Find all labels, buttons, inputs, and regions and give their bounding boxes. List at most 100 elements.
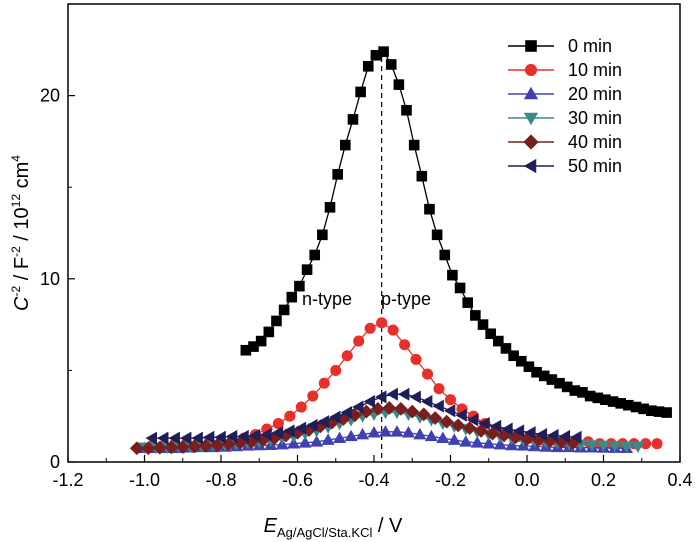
data-point bbox=[310, 435, 324, 447]
data-point bbox=[524, 426, 536, 440]
data-point bbox=[500, 343, 512, 354]
data-point bbox=[344, 429, 358, 442]
data-point bbox=[409, 390, 421, 404]
data-point bbox=[301, 264, 313, 275]
x-axis-title-main: E bbox=[264, 515, 278, 537]
data-point bbox=[466, 413, 479, 427]
data-point bbox=[619, 441, 633, 453]
data-point bbox=[294, 421, 307, 435]
data-point bbox=[237, 429, 249, 443]
data-point bbox=[298, 436, 312, 448]
y-axis-title: C-2 / F-2 / 1012 cm4 bbox=[9, 155, 33, 311]
n-type-annotation: n-type bbox=[302, 289, 352, 309]
legend-marker bbox=[523, 158, 537, 174]
data-point bbox=[436, 431, 450, 443]
data-point bbox=[401, 104, 412, 116]
data-point bbox=[347, 114, 359, 125]
series-50-min bbox=[145, 387, 582, 445]
data-point bbox=[378, 425, 392, 437]
data-point bbox=[570, 430, 582, 444]
data-point bbox=[432, 399, 444, 413]
x-tick-label: -0.4 bbox=[358, 470, 389, 490]
legend-marker bbox=[523, 134, 539, 150]
data-point bbox=[424, 429, 438, 442]
data-point bbox=[191, 431, 203, 445]
y-axis-title-exp2: -2 bbox=[9, 246, 23, 257]
data-point bbox=[271, 426, 284, 440]
legend-marker bbox=[523, 86, 539, 100]
series-0-min bbox=[240, 46, 672, 418]
y-axis-title-exp3: 12 bbox=[9, 194, 23, 208]
legend-item: 30 min bbox=[508, 108, 622, 128]
data-point bbox=[318, 377, 330, 389]
data-point bbox=[482, 437, 496, 449]
data-point bbox=[353, 335, 365, 347]
data-point bbox=[321, 433, 335, 445]
data-point bbox=[393, 79, 405, 90]
data-point bbox=[271, 315, 282, 327]
legend-item: 10 min bbox=[508, 60, 622, 80]
data-point bbox=[367, 426, 381, 438]
p-type-annotation: p-type bbox=[381, 289, 431, 309]
y-axis-title-exp4: 4 bbox=[9, 155, 23, 162]
y-axis-title-unit: cm bbox=[11, 162, 33, 194]
data-point bbox=[317, 229, 328, 241]
data-point bbox=[375, 390, 387, 404]
data-point bbox=[317, 415, 330, 429]
data-point bbox=[295, 401, 307, 413]
data-point bbox=[168, 431, 180, 445]
data-point bbox=[306, 418, 318, 432]
x-tick-label: 0.2 bbox=[591, 470, 616, 490]
data-point bbox=[387, 324, 399, 336]
data-point bbox=[462, 421, 477, 436]
data-point bbox=[454, 282, 466, 294]
data-point bbox=[225, 429, 238, 443]
x-tick-label: -1.2 bbox=[52, 470, 83, 490]
series-10-min bbox=[146, 317, 663, 452]
data-point bbox=[558, 429, 571, 443]
data-point bbox=[474, 423, 489, 438]
data-point bbox=[439, 414, 454, 429]
data-point bbox=[470, 436, 484, 448]
legend-item: 50 min bbox=[508, 156, 622, 176]
legend-label: 10 min bbox=[568, 60, 622, 80]
data-point bbox=[421, 368, 434, 380]
data-point bbox=[307, 390, 319, 402]
data-point bbox=[651, 438, 663, 450]
data-point bbox=[508, 350, 519, 362]
data-point bbox=[263, 326, 275, 338]
axis-ticks bbox=[67, 94, 681, 463]
data-point bbox=[470, 310, 481, 321]
data-point bbox=[286, 291, 298, 303]
y-tick-label: 0 bbox=[50, 452, 60, 472]
data-point bbox=[451, 418, 466, 433]
data-point bbox=[444, 394, 457, 406]
data-point bbox=[179, 431, 192, 445]
data-point bbox=[399, 339, 411, 351]
data-point bbox=[535, 428, 548, 442]
data-point bbox=[428, 411, 443, 425]
data-point bbox=[355, 86, 366, 98]
data-point bbox=[416, 170, 428, 182]
x-tick-label: -1.0 bbox=[129, 470, 160, 490]
data-point bbox=[408, 139, 420, 151]
data-point bbox=[340, 406, 353, 420]
data-point bbox=[333, 431, 347, 443]
data-point bbox=[382, 401, 397, 415]
data-point bbox=[431, 229, 443, 241]
data-point bbox=[455, 408, 467, 422]
x-tick-label: 0.0 bbox=[514, 470, 539, 490]
data-point bbox=[309, 249, 321, 261]
x-tick-label: -0.6 bbox=[282, 470, 313, 490]
data-point bbox=[390, 425, 404, 437]
data-point bbox=[439, 249, 451, 261]
y-axis-title-exp1: -2 bbox=[9, 285, 23, 296]
data-point bbox=[248, 428, 261, 442]
data-point bbox=[477, 319, 489, 330]
data-point bbox=[386, 387, 398, 401]
legend-marker bbox=[523, 112, 539, 126]
legend-item: 20 min bbox=[508, 84, 622, 104]
data-point bbox=[459, 435, 473, 447]
legend-label: 0 min bbox=[568, 36, 612, 56]
